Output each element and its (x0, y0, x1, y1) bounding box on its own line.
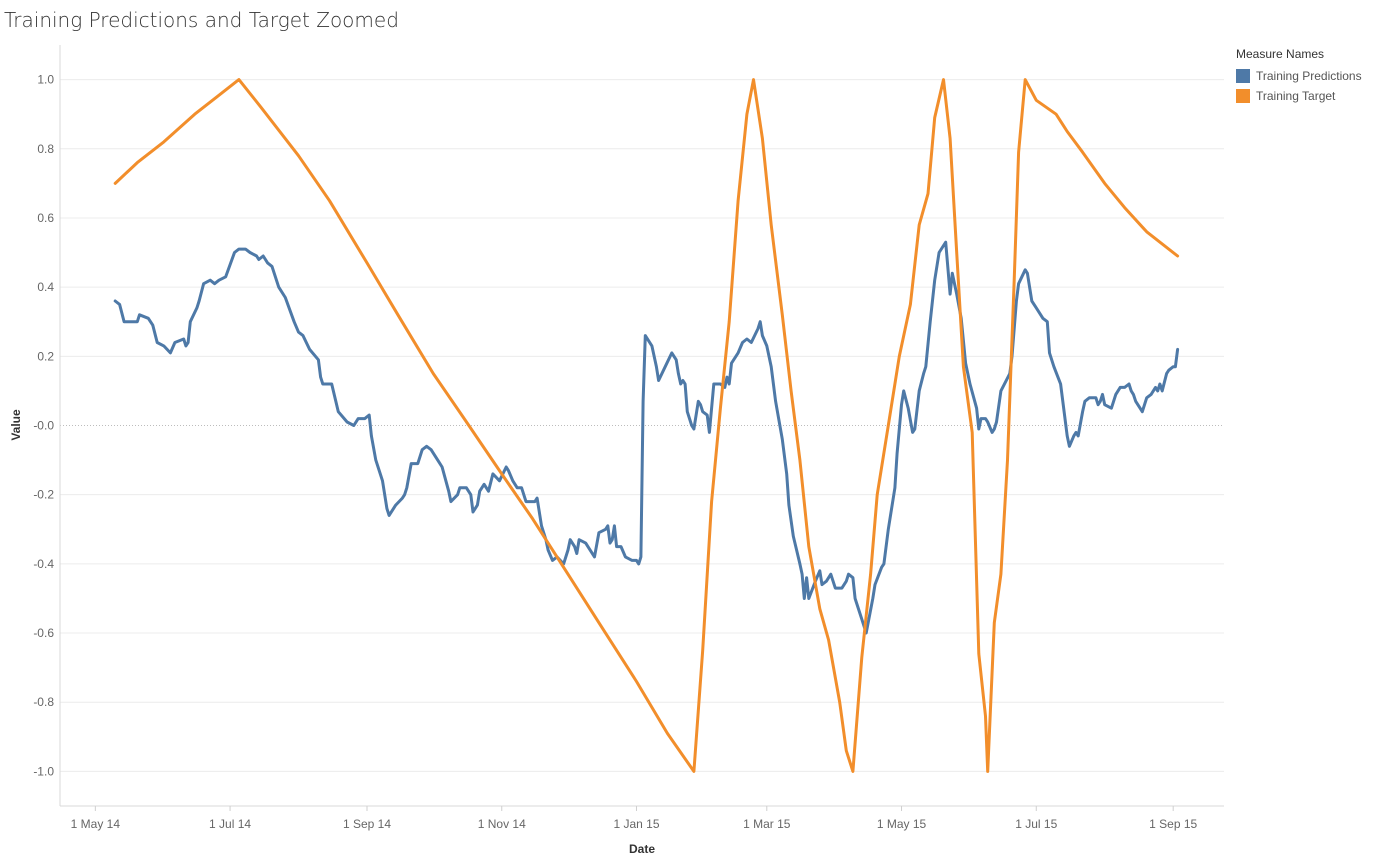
legend-label: Training Predictions (1256, 69, 1362, 83)
legend-label: Training Target (1256, 89, 1336, 103)
y-tick-label: -0.2 (33, 488, 54, 502)
x-tick-label: 1 Jul 14 (209, 817, 251, 831)
chart-title: Training Predictions and Target Zoomed (4, 8, 399, 32)
y-tick-label: -0.0 (33, 419, 54, 433)
y-axis-title: Value (9, 409, 23, 441)
y-tick-label: -1.0 (33, 764, 54, 778)
x-tick-label: 1 Jan 15 (613, 817, 659, 831)
y-tick-label: 0.8 (37, 142, 54, 156)
y-tick-label: 0.4 (37, 280, 54, 294)
axes: 1.0 0.8 0.6 0.4 0.2 -0.0 -0.2 -0.4 -0.6 -0.8 -1.0 1… (33, 45, 1224, 831)
x-tick-label: 1 Sep 15 (1149, 817, 1197, 831)
x-axis-title: Date (629, 842, 655, 856)
series-line-training-target (113, 78, 1180, 773)
legend-swatch-blue (1236, 69, 1250, 83)
y-tick-label: -0.8 (33, 695, 54, 709)
series-lines (113, 78, 1180, 773)
x-tick-label: 1 Mar 15 (743, 817, 791, 831)
y-tick-label: -0.6 (33, 626, 54, 640)
y-tick-label: 0.2 (37, 349, 54, 363)
x-tick-label: 1 Nov 14 (478, 817, 526, 831)
x-tick-label: 1 May 15 (877, 817, 927, 831)
series-line-training-predictions (113, 240, 1180, 635)
y-tick-label: 0.6 (37, 211, 54, 225)
legend-title: Measure Names (1236, 47, 1325, 61)
legend-item-training-predictions[interactable]: Training Predictions (1236, 66, 1362, 86)
legend: Measure Names Training Predictions Train… (1236, 47, 1362, 106)
y-tick-label: -0.4 (33, 557, 54, 571)
x-tick-label: 1 May 14 (71, 817, 121, 831)
y-tick-label: 1.0 (37, 73, 54, 87)
x-tick-label: 1 Jul 15 (1015, 817, 1057, 831)
gridlines (60, 79, 1224, 772)
x-tick-label: 1 Sep 14 (343, 817, 391, 831)
legend-item-training-target[interactable]: Training Target (1236, 86, 1362, 106)
legend-swatch-orange (1236, 89, 1250, 103)
